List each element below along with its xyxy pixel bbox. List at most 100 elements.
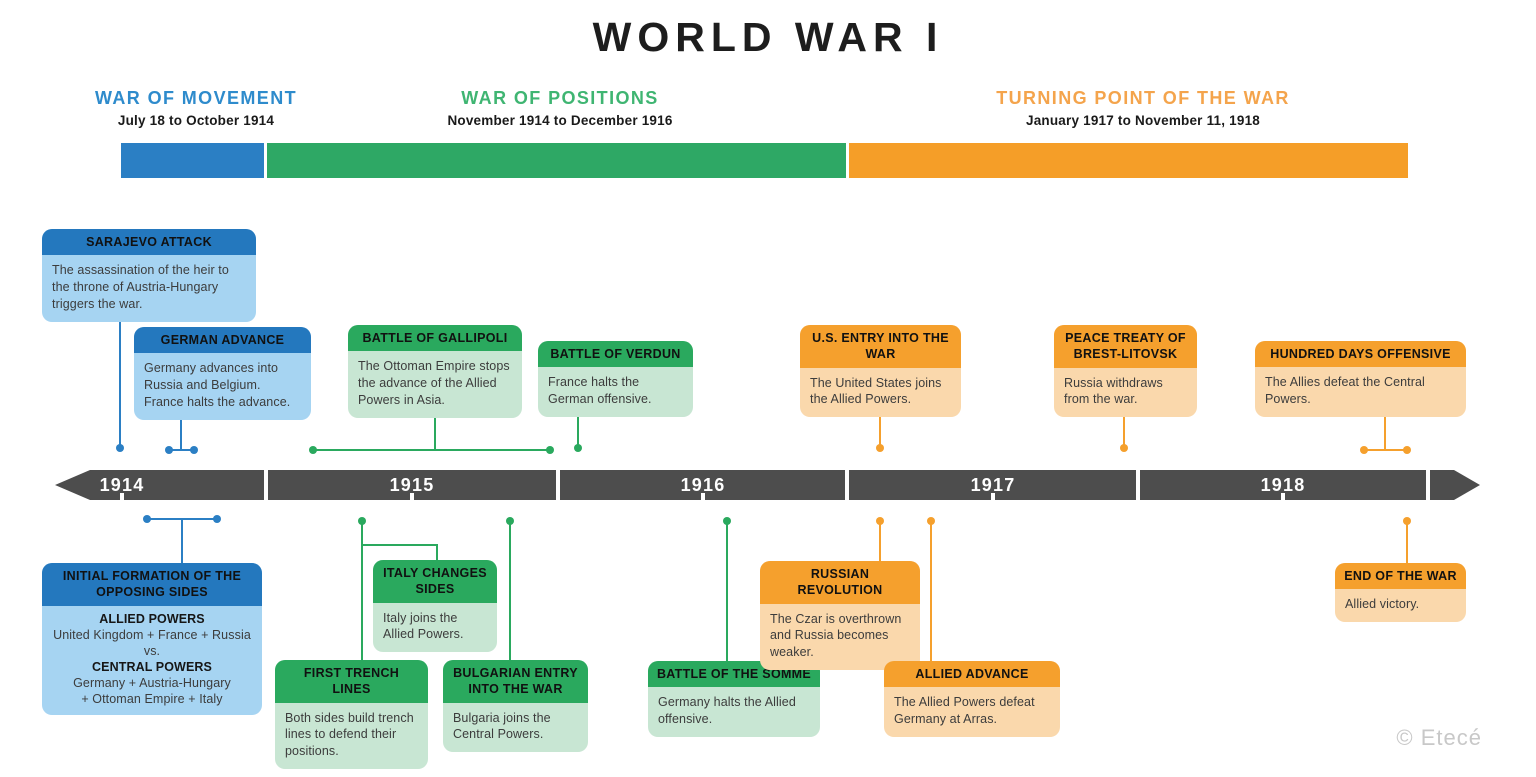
connector-dot [1403,446,1411,454]
phase-dates: January 1917 to November 11, 1918 [1026,113,1260,128]
card-body: The Ottoman Empire stops the advance of … [358,359,510,407]
connector-dot [546,446,554,454]
timeline-card-italy-changes-sides: ITALY CHANGES SIDES Italy joins the Allie… [373,560,497,652]
card-title: END OF THE WAR [1335,563,1466,590]
card-body: Bulgaria joins the Central Powers. [453,710,551,742]
card-title: INITIAL FORMATION OF THE OPPOSING SIDES [42,563,262,606]
connector-dot [190,446,198,454]
connector-line [361,544,438,546]
card-body: Both sides build trench lines to defend … [285,710,414,759]
card-title: FIRST TRENCH LINES [275,660,428,703]
year-tick [120,493,124,500]
connector-line [181,519,183,583]
year-label: 1918 [1260,475,1306,495]
timeline-card-allied-advance: ALLIED ADVANCE The Allied Powers defeat G… [884,661,1060,737]
phase-label: WAR OF MOVEMENT [95,88,297,108]
timeline-card-bulgarian-entry-into-the-war: BULGARIAN ENTRY INTO THE WAR Bulgaria joi… [443,660,588,752]
card-title: RUSSIAN REVOLUTION [760,561,920,604]
timeline-arrow-right [1430,470,1480,500]
card-body: The Czar is overthrown and Russia become… [770,611,902,660]
card-body-line: vs. [143,643,161,658]
card-body-line: United Kingdom + France + Russia [53,627,251,642]
card-body-line: ALLIED POWERS [99,611,205,626]
phase-label: TURNING POINT OF THE WAR [996,88,1290,108]
timeline-card-initial-formation: INITIAL FORMATION OF THE OPPOSING SIDES A… [42,563,262,715]
connector-dot [143,515,151,523]
connector-dot [358,517,366,525]
connector-dot [213,515,221,523]
connector-dot [309,446,317,454]
year-label: 1914 [99,475,145,495]
card-body-line: + Ottoman Empire + Italy [81,691,223,706]
card-title: ITALY CHANGES SIDES [373,560,497,603]
phase-bar-war-of-positions [267,143,846,178]
year-label: 1916 [680,475,726,495]
phase-header-turning-point: TURNING POINT OF THE WAR January 1917 to… [996,88,1290,128]
connector-dot [876,444,884,452]
connector-line [119,260,121,448]
phase-header-war-of-movement: WAR OF MOVEMENT July 18 to October 1914 [95,88,297,128]
card-body: Italy joins the Allied Powers. [383,610,464,642]
timeline-card-battle-of-gallipoli: BATTLE OF GALLIPOLI The Ottoman Empire st… [348,325,522,418]
phase-header-war-of-positions: WAR OF POSITIONS November 1914 to Decemb… [447,88,672,128]
timeline-card-first-trench-lines: FIRST TRENCH LINES Both sides build trenc… [275,660,428,769]
page-title: WORLD WAR I [592,14,944,60]
card-body: The Allies defeat the Central Powers. [1265,375,1425,406]
phase-bar-turning-point [849,143,1408,178]
phase-dates: November 1914 to December 1916 [447,113,673,128]
card-title: PEACE TREATY OF BREST-LITOVSK [1054,325,1197,368]
card-body: France halts the German offensive. [548,375,652,406]
card-body: The assassination of the heir to the thr… [52,263,229,311]
connector-dot [927,517,935,525]
connector-line [726,521,728,681]
year-tick [991,493,995,500]
timeline-card-end-of-the-war: END OF THE WAR Allied victory. [1335,563,1466,622]
year-tick [701,493,705,500]
connector-dot [1120,444,1128,452]
connector-dot [165,446,173,454]
connector-line [879,521,881,581]
phase-dates: July 18 to October 1914 [117,113,275,128]
phase-label: WAR OF POSITIONS [461,88,659,108]
connector-dot [723,517,731,525]
watermark: © Etecé [1396,725,1482,750]
card-body: Russia withdraws from the war. [1064,375,1163,407]
connector-dot [574,444,582,452]
connector-dot [506,517,514,525]
connector-dot [1403,517,1411,525]
card-title: SARAJEVO ATTACK [42,229,256,256]
connector-line [930,521,932,681]
timeline-arrow-left-segment [55,470,264,500]
timeline-card-peace-treaty-of-brest-litovsk: PEACE TREATY OF BREST-LITOVSK Russia with… [1054,325,1197,417]
connector-line [361,521,363,680]
connector-dot [116,444,124,452]
connector-line [1406,521,1408,583]
card-title: GERMAN ADVANCE [134,327,311,354]
card-body: Allied victory. [1345,597,1420,612]
card-title: BATTLE OF VERDUN [538,341,693,368]
timeline-card-battle-of-the-somme: BATTLE OF THE SOMME Germany halts the All… [648,661,820,737]
card-title: HUNDRED DAYS OFFENSIVE [1255,341,1466,368]
card-title: U.S. ENTRY INTO THE WAR [800,325,961,368]
connector-line [313,449,551,451]
timeline-card-sarajevo-attack: SARAJEVO ATTACK The assassination of the … [42,229,256,322]
timeline-card-german-advance: GERMAN ADVANCE Germany advances into Russ… [134,327,311,420]
connector-dot [876,517,884,525]
connector-line [1364,449,1408,451]
card-body-line: Germany + Austria-Hungary [73,675,231,690]
year-tick [1281,493,1285,500]
connector-line [509,521,511,680]
timeline-card-russian-revolution: RUSSIAN REVOLUTION The Czar is overthrown… [760,561,920,670]
year-label: 1917 [970,475,1016,495]
card-body: The Allied Powers defeat Germany at Arra… [894,695,1035,726]
timeline-card-us-entry-into-the-war: U.S. ENTRY INTO THE WAR The United States… [800,325,961,417]
connector-line [169,449,195,451]
card-body: Germany advances into Russia and Belgium… [144,361,291,409]
card-body: ALLIED POWERS United Kingdom + France + R… [42,606,262,715]
phase-bar-war-of-movement [121,143,264,178]
card-body: The United States joins the Allied Power… [810,375,942,407]
connector-dot [1360,446,1368,454]
card-body: Germany halts the Allied offensive. [658,695,796,726]
card-title: BATTLE OF GALLIPOLI [348,325,522,352]
